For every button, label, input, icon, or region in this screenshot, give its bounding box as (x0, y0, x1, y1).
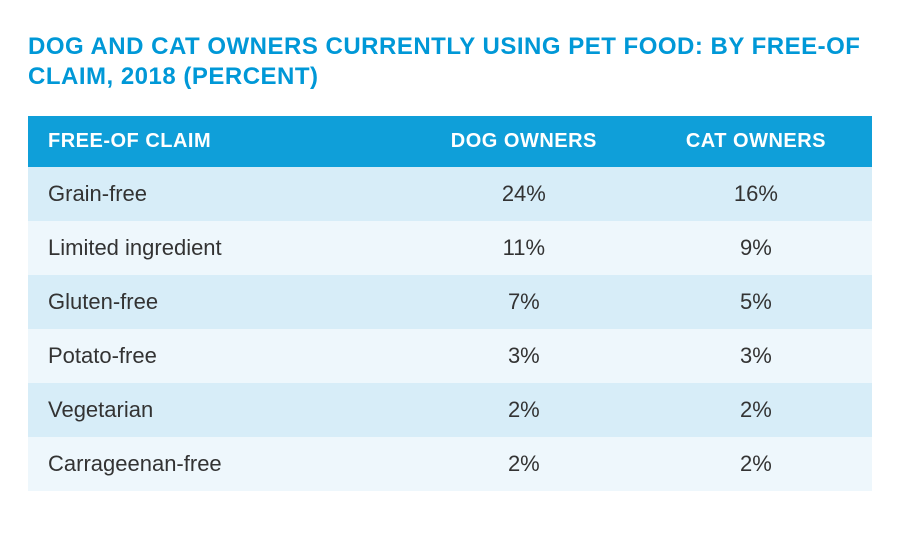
cell-dog: 11% (408, 221, 640, 275)
cell-cat: 2% (640, 437, 872, 491)
table-row: Potato-free3%3% (28, 329, 872, 383)
cell-claim: Limited ingredient (28, 221, 408, 275)
table-body: Grain-free24%16%Limited ingredient11%9%G… (28, 167, 872, 491)
cell-cat: 9% (640, 221, 872, 275)
table-header-row: FREE-OF CLAIM DOG OWNERS CAT OWNERS (28, 116, 872, 167)
cell-cat: 3% (640, 329, 872, 383)
cell-dog: 3% (408, 329, 640, 383)
cell-cat: 16% (640, 167, 872, 221)
col-header-claim: FREE-OF CLAIM (28, 116, 408, 167)
cell-dog: 2% (408, 383, 640, 437)
table-row: Grain-free24%16% (28, 167, 872, 221)
col-header-cat: CAT OWNERS (640, 116, 872, 167)
cell-claim: Gluten-free (28, 275, 408, 329)
table-row: Gluten-free7%5% (28, 275, 872, 329)
table-title: DOG AND CAT OWNERS CURRENTLY USING PET F… (28, 32, 872, 92)
col-header-dog: DOG OWNERS (408, 116, 640, 167)
table-row: Carrageenan-free2%2% (28, 437, 872, 491)
cell-dog: 7% (408, 275, 640, 329)
cell-cat: 2% (640, 383, 872, 437)
cell-claim: Grain-free (28, 167, 408, 221)
pet-food-table: FREE-OF CLAIM DOG OWNERS CAT OWNERS Grai… (28, 116, 872, 491)
table-row: Vegetarian2%2% (28, 383, 872, 437)
cell-dog: 24% (408, 167, 640, 221)
cell-cat: 5% (640, 275, 872, 329)
cell-claim: Potato-free (28, 329, 408, 383)
cell-claim: Carrageenan-free (28, 437, 408, 491)
table-row: Limited ingredient11%9% (28, 221, 872, 275)
cell-claim: Vegetarian (28, 383, 408, 437)
cell-dog: 2% (408, 437, 640, 491)
